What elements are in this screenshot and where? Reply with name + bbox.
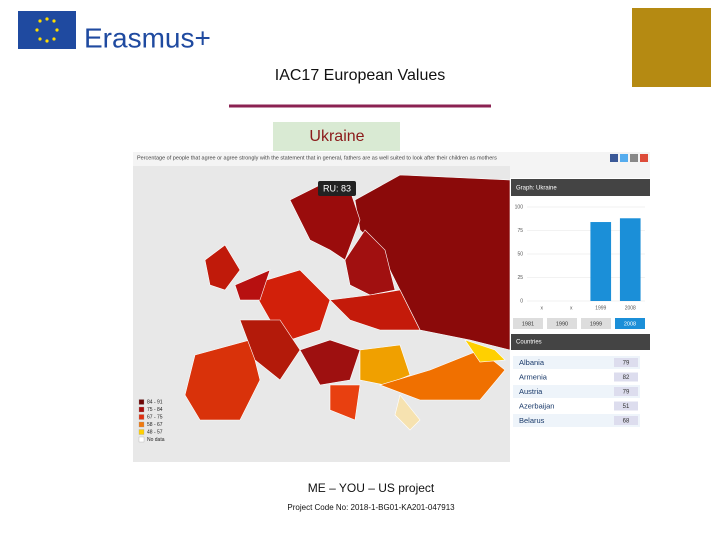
graph-title: Graph: Ukraine [516,186,557,192]
map-countries [184,174,511,431]
legend-label: 58 - 67 [147,422,163,428]
y-tick-label: 50 [517,251,523,257]
country-list: Albania 79 Armenia 82 Austria 79 Azerbaijan 51 B… [513,356,640,427]
year-button[interactable] [615,318,645,329]
tooltip-box [318,181,356,196]
country-name[interactable]: Belarus [519,416,545,425]
value-badge [614,416,638,425]
map-caption: Percentage of people that agree or agree… [137,155,497,161]
partner-logo [632,8,711,87]
legend-label: 84 - 91 [147,399,163,405]
y-tick-label: 0 [520,298,523,304]
x-tick-label: x [570,305,573,311]
country-value: 79 [623,361,630,367]
legend-label: 75 - 84 [147,407,163,413]
country-name[interactable]: Albania [519,358,545,367]
country-name[interactable]: Armenia [519,372,548,381]
country-row[interactable] [513,370,640,384]
country-value: 68 [623,419,630,425]
x-tick-label: x [541,305,544,311]
legend-swatch [138,429,145,435]
legend-label: 48 - 57 [147,429,163,435]
eu-flag [18,11,76,49]
legend-label: 67 - 75 [147,414,163,420]
country-row[interactable] [513,399,640,413]
x-tick-label: 1999 [595,305,606,311]
country-value: 51 [623,404,630,410]
year-label[interactable]: 1990 [556,321,568,327]
value-badge [614,387,638,396]
countries-header [511,334,650,350]
subtitle-box [273,122,400,151]
slide-title: IAC17 European Values [275,67,445,84]
year-buttons: 1981 1990 1999 2008 [513,318,645,329]
share-icons [610,154,648,162]
eu-stars [35,17,59,43]
legend-swatch [138,421,145,428]
legend-swatch [138,406,145,413]
bar [619,218,641,301]
year-button[interactable] [581,318,611,329]
graph: 0 25 50 75 100 x x 1999 2008 [515,204,645,311]
legend-label: No data [147,437,165,443]
tooltip: RU: 83 [323,183,351,193]
country-name[interactable]: Austria [519,387,543,396]
bar [590,222,612,301]
y-tick-label: 75 [517,228,523,234]
country-value: 79 [623,390,630,396]
legend-swatch [138,436,145,443]
year-button[interactable] [513,318,543,329]
country-row[interactable] [513,414,640,427]
year-label[interactable]: 1999 [590,321,602,327]
value-badge [614,372,638,382]
logo-text: Erasmus+ [84,22,211,53]
year-label[interactable]: 1981 [522,321,534,327]
value-badge [614,401,638,411]
country-name[interactable]: Azerbaijan [519,401,554,410]
value-badge [614,358,638,367]
y-tick-label: 25 [517,275,523,281]
legend-swatch [138,414,145,420]
graph-header [511,179,650,196]
footer-project: ME – YOU – US project [308,481,435,495]
y-tick-label: 100 [515,204,524,210]
footer-code: Project Code No: 2018-1-BG01-KA201-04791… [287,503,455,512]
legend-swatch [138,399,145,405]
x-tick-label: 2008 [625,305,636,311]
country-value: 82 [623,375,630,381]
country-row[interactable] [513,356,640,369]
year-button[interactable] [547,318,577,329]
year-label[interactable]: 2008 [624,321,636,327]
country-row[interactable] [513,385,640,398]
subtitle: Ukraine [309,128,364,145]
countries-title: Countries [516,340,542,346]
